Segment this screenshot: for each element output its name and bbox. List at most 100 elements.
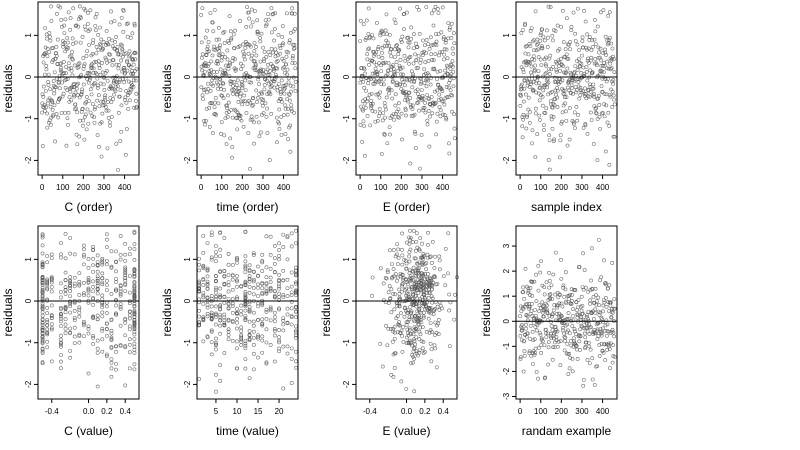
- data-point: [219, 58, 224, 63]
- data-point: [441, 37, 446, 41]
- data-point: [106, 42, 111, 47]
- data-point: [587, 61, 591, 65]
- data-point: [270, 30, 274, 35]
- data-point: [567, 366, 572, 371]
- data-point: [100, 256, 105, 261]
- data-point: [118, 42, 123, 47]
- data-point: [445, 56, 450, 61]
- data-point: [118, 306, 123, 311]
- data-point: [369, 105, 373, 110]
- data-point: [241, 124, 246, 129]
- data-point: [214, 312, 218, 317]
- data-point: [408, 102, 413, 107]
- data-point: [104, 258, 109, 263]
- data-point: [441, 274, 446, 279]
- data-point: [59, 65, 63, 70]
- data-point: [276, 82, 281, 87]
- data-point: [532, 352, 537, 357]
- data-point: [543, 307, 548, 312]
- data-point: [55, 11, 59, 16]
- data-point: [117, 80, 122, 84]
- data-point: [114, 280, 118, 285]
- data-point: [540, 94, 545, 99]
- data-point: [293, 66, 298, 71]
- y-tick-label: 1: [502, 293, 511, 298]
- data-point: [421, 38, 425, 43]
- x-tick-label: 5: [214, 407, 219, 416]
- data-point: [422, 262, 427, 266]
- data-point: [278, 46, 283, 51]
- data-point: [423, 271, 427, 276]
- data-point: [96, 83, 100, 88]
- data-point: [431, 58, 436, 63]
- data-point: [366, 6, 371, 11]
- y-tick-label: 2: [502, 268, 511, 273]
- data-point: [230, 263, 235, 267]
- data-point: [247, 80, 252, 85]
- data-point: [570, 369, 575, 374]
- data-point: [272, 359, 277, 364]
- data-point: [530, 141, 534, 146]
- data-point: [579, 294, 584, 299]
- data-point: [596, 96, 601, 101]
- data-point: [50, 100, 55, 105]
- data-point: [581, 251, 585, 256]
- data-point: [91, 248, 95, 253]
- data-point: [83, 114, 87, 119]
- data-point: [49, 285, 54, 289]
- data-point: [571, 120, 576, 125]
- data-point: [100, 61, 105, 65]
- data-point: [251, 323, 256, 328]
- data-point: [564, 299, 568, 304]
- data-point: [429, 294, 434, 299]
- data-point: [214, 336, 218, 341]
- data-point: [65, 40, 70, 45]
- data-point: [100, 293, 105, 298]
- data-point: [415, 245, 420, 250]
- data-point: [389, 88, 394, 93]
- data-point: [430, 67, 435, 71]
- data-point: [287, 38, 292, 43]
- data-point: [552, 137, 557, 142]
- data-point: [378, 90, 383, 95]
- data-point: [235, 279, 239, 284]
- data-point: [370, 275, 375, 280]
- data-point: [86, 331, 91, 336]
- data-point: [411, 360, 416, 365]
- data-point: [217, 45, 222, 50]
- data-point: [583, 123, 588, 128]
- data-point: [63, 317, 68, 321]
- data-point: [578, 327, 583, 332]
- data-point: [88, 8, 93, 13]
- data-point: [581, 126, 586, 130]
- data-point: [425, 252, 430, 257]
- data-point: [104, 321, 109, 326]
- data-point: [424, 5, 429, 9]
- data-point: [452, 317, 457, 322]
- data-point: [586, 87, 590, 92]
- data-point: [536, 47, 541, 52]
- data-point: [84, 127, 89, 132]
- data-point: [263, 101, 268, 106]
- data-point: [115, 84, 120, 89]
- data-point: [538, 85, 543, 90]
- data-point: [564, 52, 569, 57]
- data-point: [247, 376, 252, 381]
- data-point: [284, 54, 289, 59]
- data-point: [127, 324, 132, 329]
- x-tick-label: 400: [436, 183, 450, 192]
- data-point: [530, 128, 535, 133]
- data-point: [214, 347, 218, 352]
- data-point: [391, 248, 396, 252]
- data-point: [268, 307, 273, 311]
- data-point: [609, 57, 614, 61]
- data-point: [601, 51, 606, 55]
- data-point: [570, 356, 575, 361]
- data-point: [272, 289, 277, 294]
- data-point: [128, 35, 133, 40]
- data-point: [381, 32, 386, 37]
- data-point: [81, 66, 86, 71]
- data-point: [43, 51, 48, 55]
